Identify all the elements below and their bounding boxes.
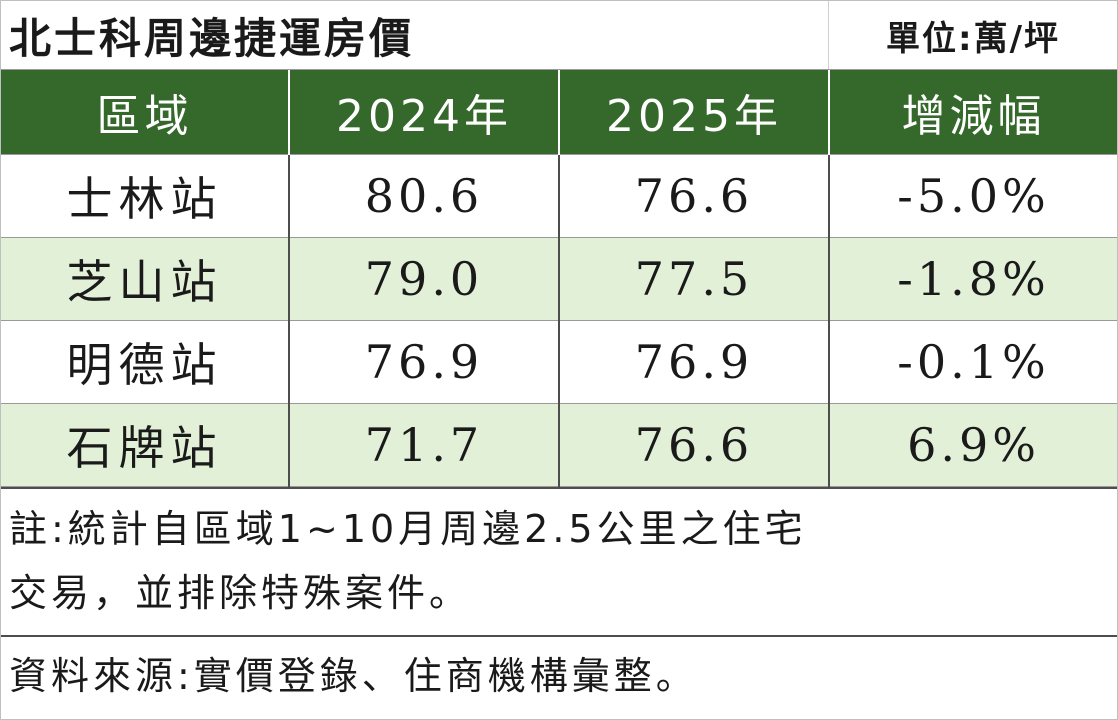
cell-2024: 79.0 xyxy=(288,237,559,321)
note-block: 註:統計自區域1~10月周邊2.5公里之住宅 交易，並排除特殊案件。 xyxy=(1,487,1117,635)
note-line-2: 交易，並排除特殊案件。 xyxy=(9,571,472,615)
table-row: 石牌站 71.7 76.6 6.9% xyxy=(1,403,1117,487)
cell-station: 石牌站 xyxy=(1,403,289,487)
cell-station: 芝山站 xyxy=(1,237,289,321)
cell-2024: 80.6 xyxy=(288,154,559,238)
cell-2024: 76.9 xyxy=(288,320,559,404)
header-region: 區域 xyxy=(1,70,290,155)
header-change: 增減幅 xyxy=(828,70,1117,155)
cell-station: 明德站 xyxy=(1,320,289,404)
header-2025: 2025年 xyxy=(558,70,830,155)
source-line: 資料來源:實價登錄、住商機構彙整。 xyxy=(1,635,1117,707)
unit-label: 單位:萬/坪 xyxy=(885,18,1060,59)
cell-2025: 77.5 xyxy=(558,237,829,321)
header-row: 區域 2024年 2025年 增減幅 xyxy=(1,70,1117,155)
cell-2025: 76.6 xyxy=(558,154,829,238)
header-2024: 2024年 xyxy=(288,70,560,155)
cell-change: -5.0% xyxy=(828,154,1117,238)
table-row: 明德站 76.9 76.9 -0.1% xyxy=(1,320,1117,404)
table-row: 芝山站 79.0 77.5 -1.8% xyxy=(1,237,1117,321)
cell-station: 士林站 xyxy=(1,154,289,238)
cell-change: -0.1% xyxy=(828,320,1117,404)
cell-change: -1.8% xyxy=(828,237,1117,321)
cell-2024: 71.7 xyxy=(288,403,559,487)
title-row: 北士科周邊捷運房價 單位:萬/坪 xyxy=(1,1,1117,70)
table-row: 士林站 80.6 76.6 -5.0% xyxy=(1,154,1117,238)
cell-2025: 76.6 xyxy=(558,403,829,487)
price-table: 區域 2024年 2025年 增減幅 士林站 80.6 76.6 -5.0% 芝… xyxy=(1,70,1117,487)
cell-change: 6.9% xyxy=(828,403,1117,487)
note-line-1: 註:統計自區域1~10月周邊2.5公里之住宅 xyxy=(9,507,807,551)
table-title: 北士科周邊捷運房價 xyxy=(1,1,829,69)
cell-2025: 76.9 xyxy=(558,320,829,404)
